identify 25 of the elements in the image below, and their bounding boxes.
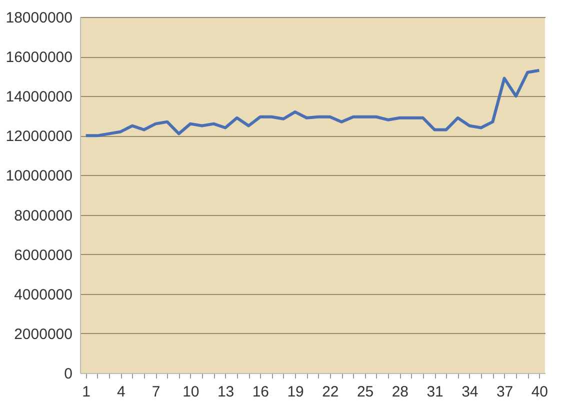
y-tick-label: 8000000 [14,207,72,224]
y-tick-label: 4000000 [14,286,72,304]
x-tick-label: 1 [82,384,90,400]
x-tick-label: 34 [462,384,478,400]
y-tick-label: 16000000 [6,49,72,66]
y-tick-label: 14000000 [6,88,72,106]
x-tick-label: 19 [287,384,304,400]
x-tick-label: 37 [496,384,514,400]
x-tick-label: 4 [117,384,126,400]
line-series [84,68,541,138]
y-tick-label: 0 [64,366,72,382]
y-tick-label: 18000000 [6,10,72,26]
x-tick-label: 22 [322,384,339,400]
x-tick-label: 28 [392,384,409,400]
x-tick-label: 25 [356,384,374,400]
x-tick-label: 40 [531,384,548,400]
y-tick-label: 10000000 [6,168,72,185]
x-tick-label: 13 [217,384,234,400]
y-tick-label: 2000000 [14,326,72,343]
x-tick-label: 16 [252,384,270,400]
x-tick-label: 7 [152,384,160,400]
x-tick-label: 10 [182,384,200,400]
y-tick-label: 6000000 [14,246,72,264]
y-tick-label: 12000000 [6,128,72,146]
x-tick-label: 31 [426,384,444,400]
